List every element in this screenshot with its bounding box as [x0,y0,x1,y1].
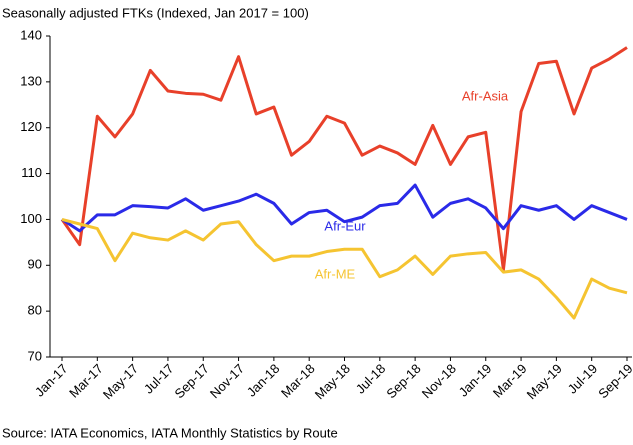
x-tick-label: Mar-19 [490,361,530,401]
series-label: Afr-Eur [324,218,366,233]
x-tick-label: May-17 [100,361,141,402]
y-tick-label: 80 [28,303,42,318]
x-tick-label: Sep-19 [595,361,633,401]
x-tick-label: Mar-18 [278,361,318,401]
y-tick-label: 70 [28,348,42,363]
y-tick-label: 120 [20,119,42,134]
y-tick-label: 100 [20,211,42,226]
series-line [61,183,628,233]
y-tick-label: 130 [20,73,42,88]
x-tick-label: Jan-18 [244,361,283,400]
y-tick-label: 110 [21,165,42,180]
x-tick-label: Jan-17 [32,361,71,400]
series-label: Afr-ME [315,266,356,281]
x-tick-label: Sep-17 [172,361,212,401]
y-tick-label: 140 [20,27,42,42]
chart-title: Seasonally adjusted FTKs (Indexed, Jan 2… [2,5,309,20]
x-tick-label: Nov-18 [419,361,459,401]
source-note: Source: IATA Economics, IATA Monthly Sta… [2,425,338,440]
x-tick-label: May-19 [524,361,565,402]
series-line [60,46,628,272]
x-tick-label: Nov-17 [207,361,247,401]
x-tick-label: Sep-18 [383,361,423,401]
series-line [61,217,628,320]
series-label: Afr-Asia [462,88,509,103]
x-tick-label: Jan-19 [456,361,495,400]
x-tick-label: May-18 [312,361,353,402]
x-tick-label: Mar-17 [66,361,106,401]
y-tick-label: 90 [28,257,42,272]
